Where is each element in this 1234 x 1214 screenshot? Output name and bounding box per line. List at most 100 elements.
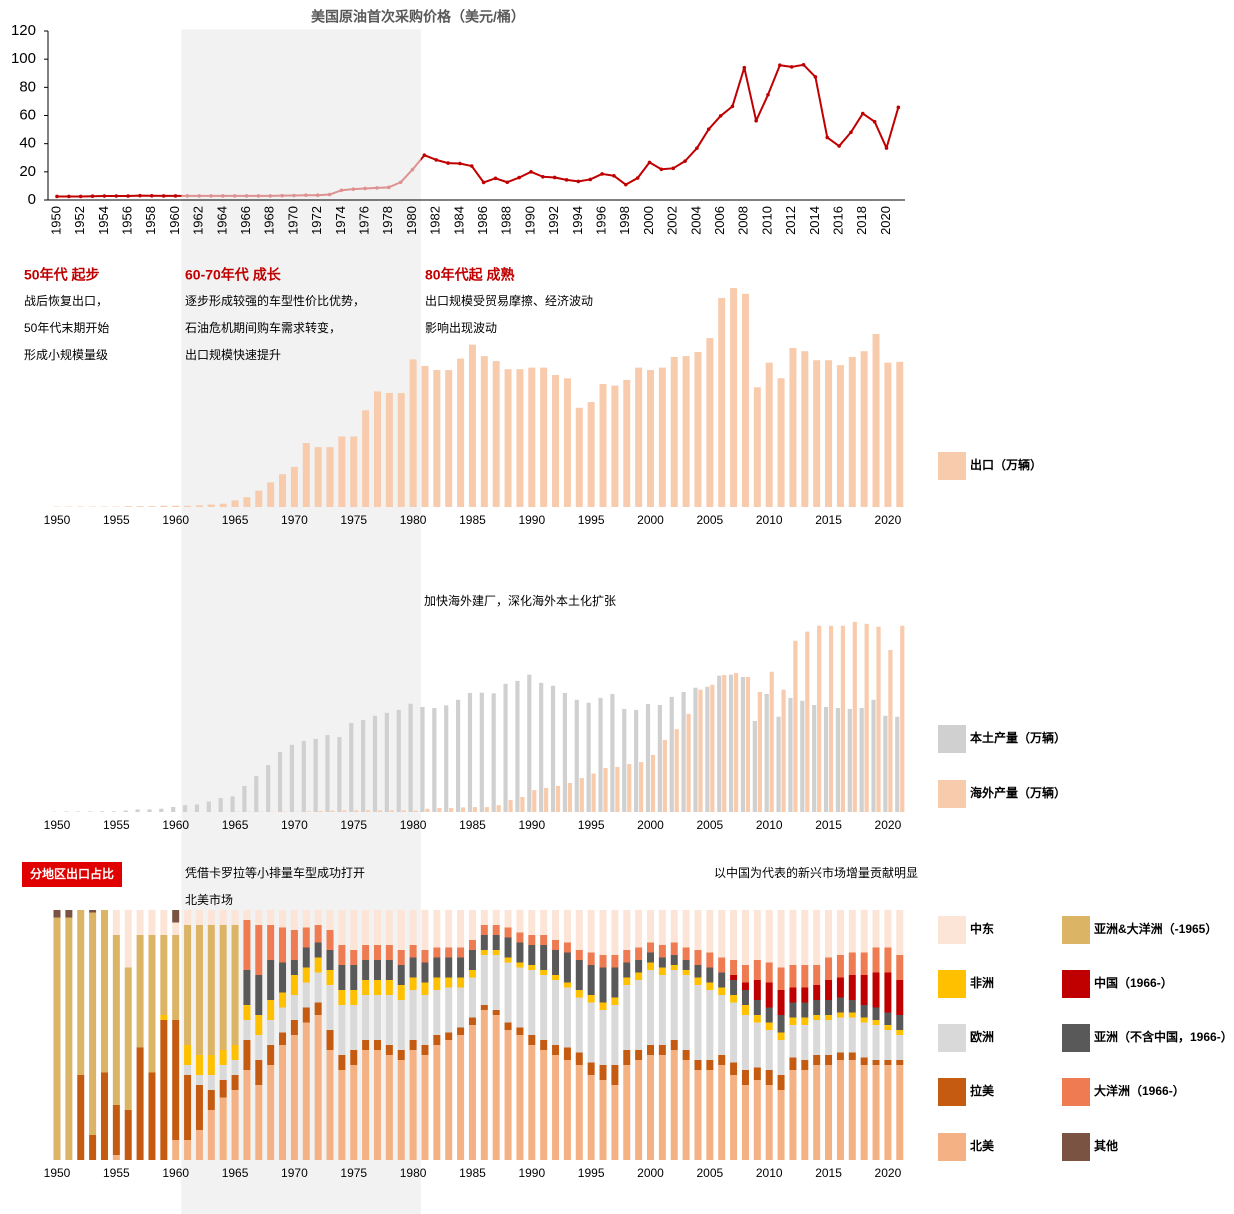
stack-segment xyxy=(492,925,500,935)
stack-segment xyxy=(611,910,619,955)
stack-segment xyxy=(279,992,287,1008)
x-tick-label: 2015 xyxy=(815,818,842,832)
bar xyxy=(611,385,619,507)
stack-segment xyxy=(575,1052,583,1065)
stack-segment xyxy=(457,1035,465,1160)
stack-segment xyxy=(421,950,429,963)
bar xyxy=(575,407,583,507)
stack-segment xyxy=(813,1065,821,1160)
stack-segment xyxy=(516,932,524,943)
stack-segment xyxy=(682,960,690,970)
stack-segment xyxy=(813,1055,821,1065)
stack-segment xyxy=(706,990,714,1060)
price-point xyxy=(896,105,901,110)
bar xyxy=(326,447,334,507)
stack-segment xyxy=(231,1075,239,1090)
stack-segment xyxy=(563,952,571,983)
stack-segment xyxy=(136,1047,144,1160)
bar xyxy=(847,708,852,812)
stack-segment xyxy=(540,935,548,945)
x-tick-label: 1985 xyxy=(459,1166,486,1180)
stack-segment xyxy=(647,910,654,943)
bar xyxy=(266,765,271,812)
stack-segment xyxy=(362,980,370,995)
stack-segment xyxy=(848,1052,856,1060)
stack-segment xyxy=(777,1075,785,1090)
stack-segment xyxy=(397,910,405,950)
stack-segment xyxy=(741,1070,749,1085)
x-tick-label: 2010 xyxy=(759,206,774,235)
x-tick-label: 1950 xyxy=(44,818,71,832)
stack-segment xyxy=(825,1065,833,1160)
y-tick-label: 80 xyxy=(19,78,36,95)
stack-segment xyxy=(504,1022,512,1030)
stack-segment xyxy=(148,935,156,1073)
stack-segment xyxy=(848,1000,856,1013)
stack-segment xyxy=(231,1060,239,1075)
stack-segment xyxy=(872,972,880,1008)
stack-segment xyxy=(89,910,97,913)
bar xyxy=(231,500,239,507)
bar xyxy=(397,393,405,507)
bar xyxy=(635,367,643,507)
x-tick-label: 2005 xyxy=(696,1166,723,1180)
stack-segment xyxy=(682,1060,690,1160)
stack-segment xyxy=(611,967,619,998)
stack-segment xyxy=(243,910,251,920)
stack-segment xyxy=(741,1005,749,1015)
stack-segment xyxy=(860,952,868,975)
bar xyxy=(544,787,549,812)
stack-segment xyxy=(647,942,654,953)
bar xyxy=(599,384,607,507)
bar xyxy=(730,288,738,507)
stack-segment xyxy=(219,1050,227,1065)
bar xyxy=(504,369,512,507)
stack-segment xyxy=(528,970,536,1035)
bar xyxy=(848,356,856,507)
stack-segment xyxy=(777,990,785,1015)
stack-segment xyxy=(884,1065,892,1160)
stack-segment xyxy=(801,987,809,1003)
legend-swatch xyxy=(1062,1024,1090,1052)
bar xyxy=(330,810,335,812)
bar xyxy=(645,704,651,812)
stack-segment xyxy=(279,927,287,963)
stack-segment xyxy=(148,910,156,935)
stack-segment xyxy=(516,1027,524,1035)
bar xyxy=(888,649,893,812)
bar xyxy=(550,685,556,812)
bar xyxy=(184,505,192,507)
stack-segment xyxy=(528,910,536,935)
stack-segment xyxy=(682,910,690,948)
price-point xyxy=(872,119,877,124)
stack-segment xyxy=(492,955,500,1010)
stack-segment xyxy=(730,910,738,960)
stack-segment xyxy=(872,910,880,948)
stack-segment xyxy=(267,960,275,1000)
bar xyxy=(479,692,484,812)
stack-segment xyxy=(314,910,322,925)
x-tick-label: 1970 xyxy=(285,206,300,235)
stack-segment xyxy=(789,1002,797,1018)
bar xyxy=(354,810,359,812)
legend-swatch xyxy=(938,780,966,808)
stack-segment xyxy=(563,1047,571,1060)
stack-segment xyxy=(172,910,180,923)
bar xyxy=(496,805,501,812)
stack-segment xyxy=(445,987,453,1033)
stack-segment xyxy=(504,927,512,938)
legend-label: 海外产量（万辆） xyxy=(970,785,1066,800)
price-point xyxy=(150,193,154,198)
bar xyxy=(520,796,525,812)
price-point xyxy=(801,63,806,67)
stack-segment xyxy=(540,945,548,970)
stack-segment xyxy=(575,997,583,1053)
bar xyxy=(289,744,294,812)
stack-segment xyxy=(492,1015,500,1160)
price-point xyxy=(600,172,604,176)
stack-segment xyxy=(184,1075,192,1140)
stack-segment xyxy=(207,1090,215,1110)
x-tick-label: 2010 xyxy=(756,818,783,832)
stack-segment xyxy=(290,930,298,960)
